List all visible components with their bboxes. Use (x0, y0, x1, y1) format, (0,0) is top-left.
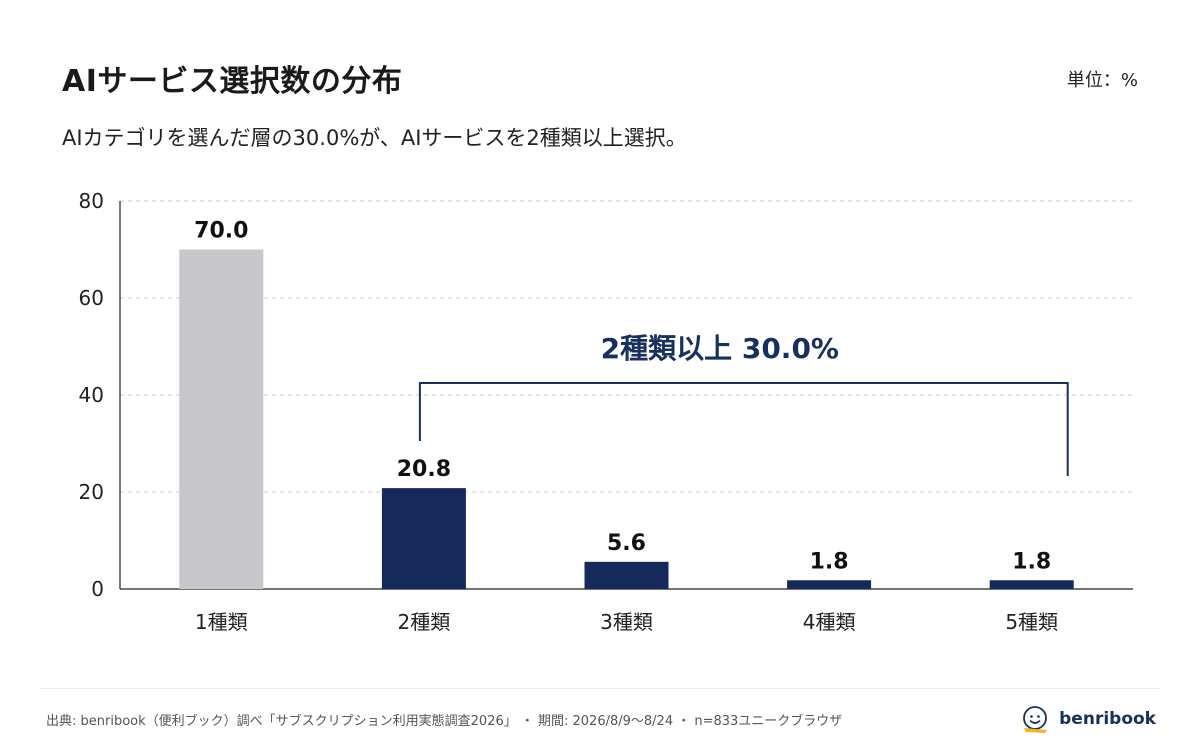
chart-subtitle: AIカテゴリを選んだ層の30.0%が、AIサービスを2種類以上選択。 (62, 126, 687, 150)
brand-logo[interactable]: benribook (1021, 704, 1156, 734)
bar (584, 561, 669, 589)
range-bracket (418, 382, 1069, 476)
x-tick-label: 3種類 (600, 610, 653, 634)
y-tick-label: 20 (79, 480, 104, 504)
chart-title: AIサービス選択数の分布 (62, 64, 403, 99)
bar (179, 249, 264, 589)
y-tick-label: 80 (79, 189, 104, 213)
bar-value-label: 1.8 (1012, 549, 1051, 574)
brand-logo-text: benribook (1059, 709, 1156, 729)
x-tick-label: 2種類 (398, 610, 451, 634)
unit-label: 単位：% (1066, 70, 1138, 91)
footer-divider (40, 688, 1160, 689)
x-tick-label: 4種類 (803, 610, 856, 634)
range-annotation-label: 2種類以上 30.0% (601, 332, 839, 365)
bar-value-label: 70.0 (194, 219, 248, 244)
smiley-mascot-icon (1023, 706, 1048, 733)
x-tick-label: 1種類 (195, 610, 248, 634)
bar-value-label: 1.8 (810, 549, 849, 574)
y-tick-label: 0 (91, 577, 104, 601)
bar (381, 488, 466, 589)
x-tick-label: 5種類 (1005, 610, 1058, 634)
y-tick-label: 60 (79, 286, 104, 310)
bar (989, 580, 1074, 589)
y-tick-label: 40 (79, 383, 104, 407)
bar-chart: 0 20 40 60 80 70.0 1種類 20.8 2種類 5.6 3種類 1.8 4種類 1.8 5種… (79, 189, 1133, 634)
bar (787, 580, 872, 589)
source-note: 出典: benribook（便利ブック）調べ「サブスクリプション利用実態調査20… (46, 714, 843, 729)
bar-value-label: 5.6 (607, 531, 646, 556)
bar-value-label: 20.8 (397, 457, 451, 482)
